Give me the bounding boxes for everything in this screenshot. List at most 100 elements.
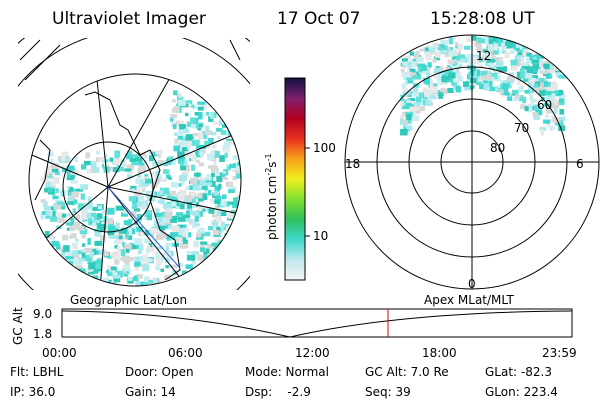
aurora-pixel bbox=[413, 102, 422, 106]
aurora-pixel bbox=[61, 213, 66, 218]
aurora-pixel bbox=[145, 247, 150, 254]
aurora-pixel bbox=[57, 217, 64, 223]
aurora-pixel bbox=[457, 58, 462, 64]
aurora-pixel bbox=[114, 259, 120, 265]
aurora-pixel bbox=[220, 200, 227, 207]
aurora-pixel bbox=[170, 114, 177, 119]
aurora-pixel bbox=[201, 185, 207, 190]
aurora-pixel bbox=[90, 221, 94, 225]
aurora-pixel bbox=[523, 77, 531, 82]
aurora-pixel bbox=[210, 150, 215, 157]
aurora-pixel bbox=[480, 76, 488, 80]
aurora-pixel bbox=[419, 106, 425, 112]
aurora-pixel bbox=[51, 162, 59, 169]
aurora-pixel bbox=[186, 250, 192, 258]
aurora-pixel bbox=[407, 79, 414, 84]
aurora-pixel bbox=[182, 224, 187, 231]
aurora-pixel bbox=[104, 250, 109, 257]
aurora-pixel bbox=[222, 148, 231, 152]
aurora-pixel bbox=[488, 43, 495, 51]
aurora-pixel bbox=[468, 53, 473, 60]
aurora-pixel bbox=[165, 242, 173, 247]
caption: Geographic Lat/Lon bbox=[70, 293, 187, 307]
aurora-pixel bbox=[134, 256, 143, 263]
aurora-pixel bbox=[71, 170, 78, 174]
aurora-pixel bbox=[177, 151, 185, 159]
aurora-pixel bbox=[418, 92, 426, 99]
aurora-pixel bbox=[49, 158, 54, 164]
aurora-pixel bbox=[409, 51, 415, 56]
aurora-pixel bbox=[542, 83, 546, 90]
aurora-pixel bbox=[198, 144, 207, 149]
aurora-pixel bbox=[228, 189, 235, 194]
aurora-pixel bbox=[141, 188, 145, 193]
aurora-pixel bbox=[477, 57, 484, 63]
aurora-pixel bbox=[81, 234, 87, 239]
aurora-pixel bbox=[168, 176, 172, 180]
aurora-pixel bbox=[182, 232, 189, 238]
aurora-pixel bbox=[201, 134, 208, 140]
aurora-pixel bbox=[522, 45, 528, 50]
aurora-pixel bbox=[526, 52, 532, 57]
aurora-pixel bbox=[45, 210, 51, 216]
aurora-pixel bbox=[128, 256, 135, 262]
aurora-pixel bbox=[120, 249, 126, 256]
aurora-pixel bbox=[401, 58, 408, 65]
aurora-pixel bbox=[409, 98, 415, 102]
aurora-pixel bbox=[469, 59, 474, 66]
aurora-pixel bbox=[198, 204, 202, 212]
aurora-pixel bbox=[70, 217, 75, 224]
aurora-pixel bbox=[237, 161, 241, 167]
aurora-pixel bbox=[471, 55, 478, 60]
aurora-pixel bbox=[126, 174, 132, 179]
aurora-pixel bbox=[139, 229, 145, 236]
aurora-pixel bbox=[400, 118, 404, 126]
aurora-pixel bbox=[177, 157, 186, 164]
aurora-pixel bbox=[182, 214, 191, 219]
aurora-pixel bbox=[202, 193, 208, 201]
aurora-pixel bbox=[67, 201, 74, 205]
aurora-pixel bbox=[530, 100, 535, 107]
aurora-pixel bbox=[413, 74, 419, 79]
aurora-pixel bbox=[79, 228, 88, 235]
aurora-pixel bbox=[167, 204, 173, 212]
aurora-pixel bbox=[179, 140, 188, 147]
aurora-pixel bbox=[40, 176, 49, 182]
aurora-pixel bbox=[72, 208, 76, 214]
aurora-pixel bbox=[558, 125, 566, 131]
aurora-pixel bbox=[67, 197, 74, 203]
aurora-pixel bbox=[187, 144, 191, 150]
mlt-label: 12 bbox=[476, 49, 491, 63]
aurora-pixel bbox=[125, 248, 130, 253]
aurora-pixel bbox=[143, 238, 151, 243]
aurora-pixel bbox=[76, 225, 85, 231]
aurora-pixel bbox=[405, 111, 414, 117]
aurora-pixel bbox=[90, 167, 98, 174]
aurora-pixel bbox=[554, 122, 558, 126]
aurora-pixel bbox=[63, 213, 71, 217]
aurora-pixel bbox=[220, 130, 227, 135]
aurora-pixel bbox=[464, 83, 470, 91]
aurora-pixel bbox=[155, 208, 160, 215]
aurora-pixel bbox=[143, 282, 149, 286]
aurora-pixel bbox=[107, 279, 112, 285]
aurora-pixel bbox=[198, 254, 207, 262]
aurora-pixel bbox=[198, 111, 203, 117]
aurora-pixel bbox=[510, 59, 518, 66]
aurora-pixel bbox=[550, 83, 558, 87]
aurora-pixel bbox=[425, 45, 432, 50]
aurora-pixel bbox=[129, 211, 137, 217]
aurora-pixel bbox=[53, 241, 60, 247]
aurora-pixel bbox=[155, 170, 160, 176]
x-tick: 06:00 bbox=[168, 346, 203, 360]
aurora-pixel bbox=[411, 92, 419, 97]
aurora-pixel bbox=[558, 89, 564, 96]
aurora-pixel bbox=[216, 176, 223, 183]
aurora-pixel bbox=[171, 159, 177, 166]
aurora-pixel bbox=[415, 95, 422, 103]
aurora-pixel bbox=[496, 57, 503, 63]
aurora-pixel bbox=[461, 58, 469, 63]
aurora-pixel bbox=[188, 198, 196, 203]
aurora-pixel bbox=[195, 117, 199, 125]
aurora-pixel bbox=[401, 83, 406, 90]
